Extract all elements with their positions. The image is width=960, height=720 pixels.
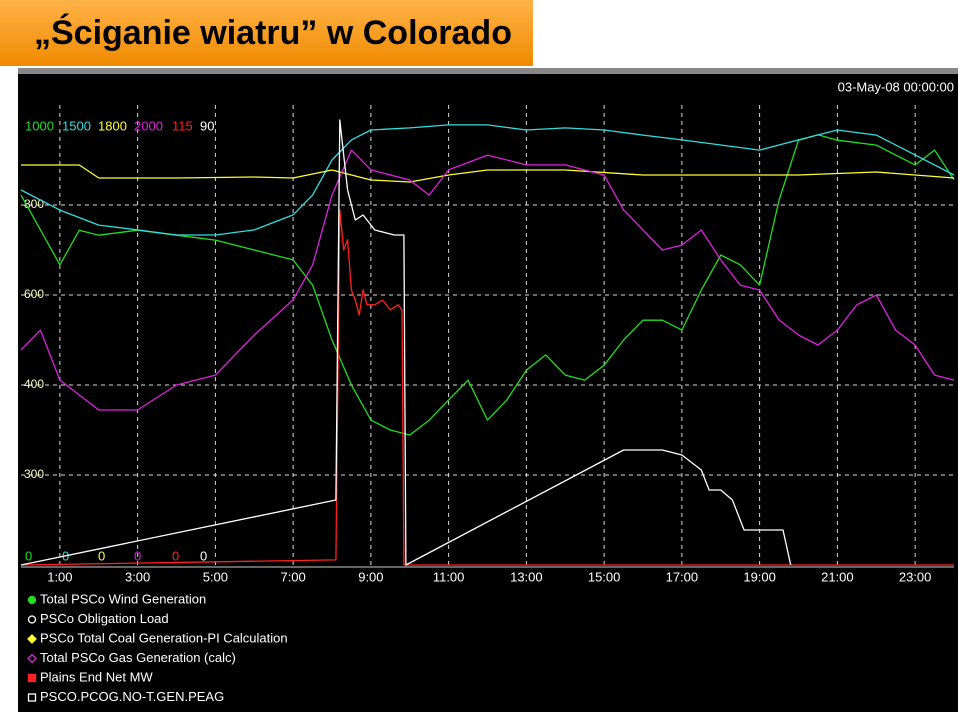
x-tick-label: 13:00 <box>510 569 543 584</box>
legend-label: PSCO.PCOG.NO-T.GEN.PEAG <box>40 689 224 704</box>
axis-min-label: 0 <box>98 548 105 563</box>
x-tick-label: 7:00 <box>280 569 305 584</box>
legend-marker <box>27 634 37 644</box>
chart-title: „Ściganie wiatru” w Colorado <box>34 14 512 52</box>
x-tick-label: 17:00 <box>666 569 699 584</box>
legend-label: Total PSCo Wind Generation <box>40 591 206 606</box>
legend-label: Total PSCo Gas Generation (calc) <box>40 650 236 665</box>
axis-min-label: 0 <box>200 548 207 563</box>
series-line <box>20 209 954 566</box>
y-tick-label: 300 <box>24 467 44 481</box>
axis-max-label: 1500 <box>62 118 91 133</box>
x-tick-label: 15:00 <box>588 569 621 584</box>
axis-max-label: 1800 <box>98 118 127 133</box>
x-tick-label: 21:00 <box>821 569 854 584</box>
x-tick-label: 19:00 <box>743 569 776 584</box>
axis-min-label: 0 <box>134 548 141 563</box>
axis-max-label: 2000 <box>134 118 163 133</box>
x-tick-label: 1:00 <box>47 569 72 584</box>
series-line <box>20 149 955 411</box>
title-box <box>0 0 533 66</box>
legend-marker <box>27 673 37 683</box>
legend-label: Plains End Net MW <box>40 669 153 684</box>
legend-marker <box>27 653 37 664</box>
x-tick-label: 11:00 <box>433 569 465 584</box>
y-tick-label: 800 <box>24 197 44 211</box>
x-tick-label: 9:00 <box>358 569 383 584</box>
window-strip <box>18 68 958 74</box>
x-tick-label: 5:00 <box>203 569 228 584</box>
x-tick-label: 3:00 <box>125 569 150 584</box>
axis-max-label: 115 <box>172 118 193 133</box>
axis-max-label: 90 <box>200 118 214 133</box>
axis-min-label: 0 <box>25 548 32 563</box>
series-line <box>21 164 955 183</box>
series-line <box>20 124 955 236</box>
y-tick-label: 600 <box>24 287 44 301</box>
legend-label: PSCo Total Coal Generation-PI Calculatio… <box>40 630 288 645</box>
axis-min-label: 0 <box>172 548 179 563</box>
series-line <box>20 119 792 566</box>
axis-max-label: 1000 <box>25 118 54 133</box>
legend-marker <box>27 693 37 702</box>
timestamp: 03-May-08 00:00:00 <box>838 79 954 94</box>
legend-marker <box>27 615 37 624</box>
legend-marker <box>27 595 37 605</box>
x-tick-label: 23:00 <box>899 569 932 584</box>
legend-label: PSCo Obligation Load <box>40 611 169 626</box>
y-tick-label: 400 <box>24 377 44 391</box>
